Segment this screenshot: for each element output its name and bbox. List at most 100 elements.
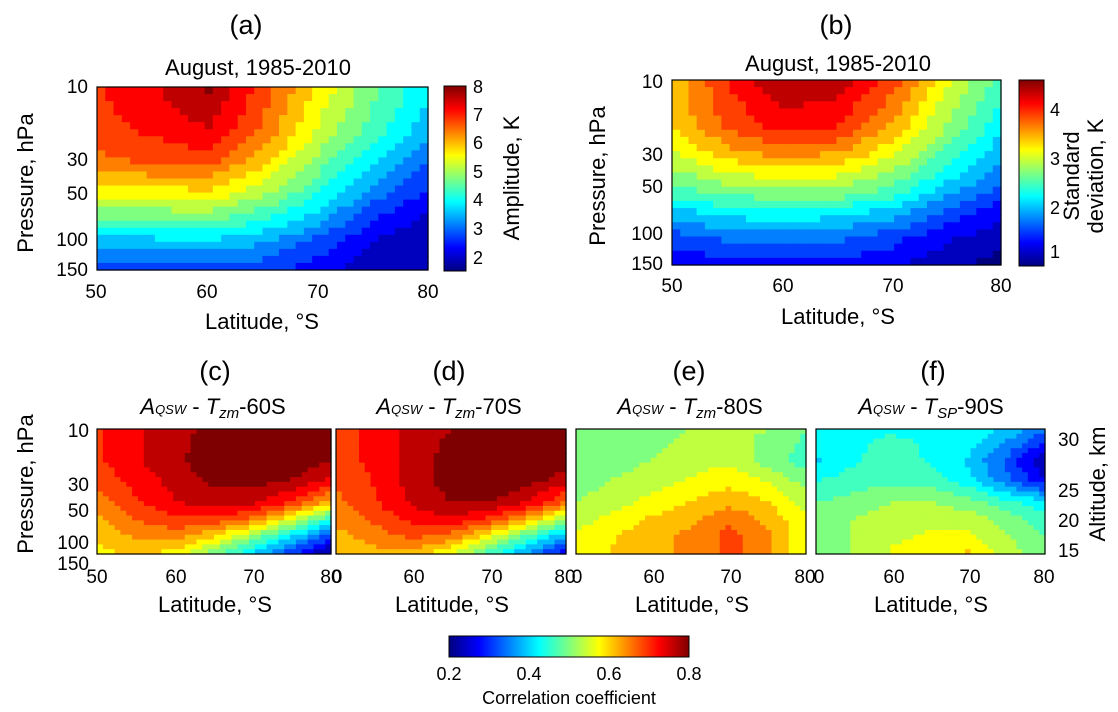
- heatmap-cell: [359, 520, 366, 526]
- heatmap-cell: [731, 505, 738, 512]
- heatmap-cell: [184, 433, 192, 440]
- heatmap-cell: [462, 505, 469, 512]
- heatmap-cell: [428, 525, 435, 531]
- heatmap-cell: [328, 206, 338, 215]
- heatmap-cell: [474, 467, 481, 473]
- heatmap-cell: [254, 525, 262, 531]
- heatmap-cell: [279, 129, 288, 137]
- heatmap-cell: [650, 443, 658, 449]
- heatmap-cell: [382, 520, 389, 526]
- panel-a-xlabel: Latitude, °S: [205, 309, 319, 334]
- heatmap-cell: [214, 477, 221, 483]
- heatmap-cell: [120, 472, 127, 478]
- heatmap-cell: [387, 481, 395, 488]
- heatmap-cell: [353, 206, 363, 215]
- heatmap-cell: [984, 222, 994, 231]
- heatmap-cell: [394, 220, 404, 229]
- heatmap-cell: [622, 481, 629, 488]
- heatmap-cell: [212, 136, 222, 144]
- heatmap-cell: [754, 151, 764, 159]
- heatmap-cell: [680, 186, 690, 195]
- heatmap-cell: [679, 438, 686, 445]
- heatmap-cell: [604, 448, 612, 454]
- heatmap-cell: [428, 462, 435, 469]
- heatmap-cell: [910, 165, 920, 174]
- heatmap-cell: [237, 206, 247, 215]
- heatmap-cell: [196, 505, 203, 512]
- heatmap-cell: [639, 501, 646, 507]
- heatmap-cell: [672, 129, 681, 138]
- heatmap-cell: [405, 486, 412, 493]
- heatmap-cell: [171, 164, 181, 173]
- heatmap-cell: [474, 539, 481, 545]
- heatmap-cell: [105, 87, 115, 95]
- heatmap-cell: [976, 94, 986, 102]
- heatmap-cell: [877, 122, 887, 131]
- heatmap-cell: [184, 539, 192, 545]
- heatmap-cell: [163, 234, 173, 243]
- heatmap-cell: [771, 462, 778, 469]
- heatmap-cell: [287, 248, 297, 257]
- heatmap-cell: [237, 199, 247, 208]
- heatmap-cell: [204, 227, 214, 236]
- heatmap-cell: [910, 186, 920, 195]
- heatmap-cell: [721, 186, 731, 195]
- heatmap-cell: [468, 525, 475, 531]
- heatmap-cell: [627, 467, 635, 473]
- heatmap-cell: [708, 491, 715, 497]
- heatmap-cell: [704, 186, 714, 195]
- heatmap-cell: [787, 158, 796, 166]
- heatmap-cell: [295, 143, 305, 151]
- heatmap-cell: [951, 165, 961, 174]
- heatmap-cell: [719, 496, 727, 502]
- heatmap-cell: [266, 467, 274, 473]
- heatmap-cell: [485, 549, 492, 555]
- heatmap-cell: [445, 443, 452, 449]
- heatmap-cell: [243, 443, 250, 449]
- heatmap-cell: [105, 241, 115, 250]
- heatmap-cell: [662, 477, 669, 483]
- heatmap-cell: [387, 433, 395, 440]
- heatmap-cell: [593, 457, 600, 464]
- heatmap-cell: [184, 457, 192, 464]
- heatmap-cell: [696, 108, 706, 117]
- heatmap-cell: [120, 453, 127, 459]
- heatmap-cell: [410, 443, 418, 449]
- heatmap-cell: [138, 206, 148, 215]
- heatmap-cell: [325, 448, 332, 454]
- heatmap-cell: [680, 172, 690, 181]
- heatmap-cell: [225, 477, 233, 483]
- heatmap-cell: [262, 185, 272, 194]
- heatmap-cell: [278, 443, 285, 449]
- y-tick-label: 100: [57, 533, 89, 554]
- heatmap-cell: [364, 477, 372, 483]
- heatmap-cell: [336, 234, 346, 243]
- heatmap-cell: [336, 525, 343, 531]
- heatmap-cell: [645, 433, 652, 440]
- heatmap-cell: [760, 448, 767, 454]
- heatmap-cell: [97, 220, 106, 229]
- y-tick-label: 30: [642, 145, 663, 166]
- heatmap-cell: [202, 453, 209, 459]
- heatmap-cell: [208, 481, 215, 488]
- heatmap-cell: [353, 234, 363, 243]
- heatmap-cell: [214, 510, 221, 517]
- heatmap-cell: [328, 248, 338, 257]
- heatmap-cell: [508, 433, 515, 440]
- heatmap-cell: [485, 443, 492, 449]
- heatmap-cell: [531, 515, 538, 521]
- heatmap-cell: [783, 467, 790, 473]
- heatmap-cell: [992, 243, 1002, 252]
- heatmap-cell: [403, 248, 413, 257]
- heatmap-cell: [742, 467, 750, 473]
- heatmap-cell: [926, 200, 936, 209]
- heatmap-cell: [171, 108, 181, 116]
- heatmap-cell: [820, 144, 829, 152]
- heatmap-cell: [105, 150, 115, 158]
- heatmap-cell: [295, 472, 303, 478]
- heatmap-cell: [245, 164, 255, 173]
- heatmap-cell: [748, 433, 755, 440]
- heatmap-cell: [393, 438, 400, 445]
- heatmap-cell: [737, 222, 747, 231]
- heatmap-cell: [468, 544, 475, 550]
